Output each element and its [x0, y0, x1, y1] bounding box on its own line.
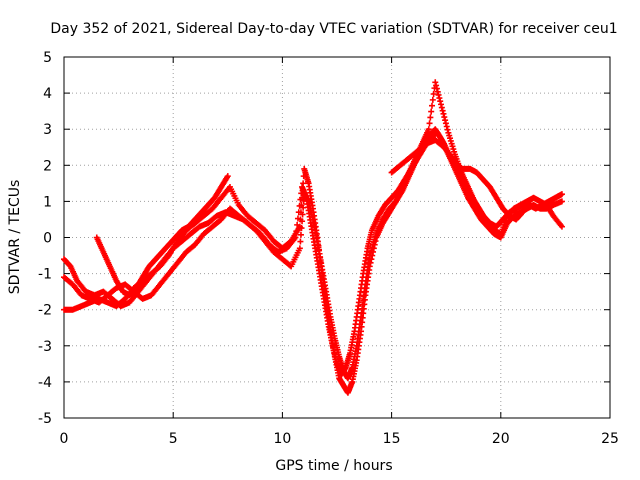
data-point-interp — [444, 126, 451, 133]
data-point-interp — [429, 102, 436, 109]
data-point-interp — [368, 256, 375, 263]
data-point-interp — [429, 96, 436, 103]
y-axis-label: SDTVAR / TECUs — [7, 180, 23, 295]
x-tick-label: 15 — [383, 431, 401, 447]
data-point-interp — [434, 88, 441, 95]
data-point-interp — [370, 245, 377, 252]
axis-ticks: 0 5 10 15 20 25 -5 -4 -3 -2 -1 0 1 2 3 4 5 — [38, 50, 619, 447]
data-point-interp — [369, 252, 376, 259]
data-point — [425, 126, 432, 133]
data-point-interp — [439, 107, 446, 114]
x-tick-label: 10 — [273, 431, 291, 447]
data-point — [366, 263, 373, 270]
data-point-interp — [433, 85, 440, 92]
y-tick-label: 4 — [43, 86, 52, 102]
data-point — [438, 104, 445, 111]
data-point-interp — [443, 123, 450, 130]
data-point-interp — [441, 114, 448, 121]
data-point-interp — [428, 108, 435, 115]
data-point-interp — [436, 95, 443, 102]
data-point-interp — [437, 98, 444, 105]
data-point — [296, 245, 303, 252]
data-point — [526, 198, 533, 205]
y-tick-label: -5 — [38, 411, 52, 427]
y-tick-label: -1 — [38, 267, 52, 283]
data-point-interp — [426, 120, 433, 127]
data-point-interp — [438, 101, 445, 108]
data-point-interp — [299, 194, 306, 201]
x-tick-label: 5 — [169, 431, 178, 447]
data-point-interp — [442, 117, 449, 124]
data-point-interp — [430, 91, 437, 98]
data-point — [558, 223, 565, 230]
data-point — [296, 223, 303, 230]
y-tick-label: -2 — [38, 303, 52, 319]
y-tick-label: -4 — [38, 375, 52, 391]
data-point-interp — [371, 241, 378, 248]
data-point-interp — [433, 82, 440, 89]
y-tick-label: 3 — [43, 122, 52, 138]
y-tick-label: 0 — [43, 231, 52, 247]
x-axis-label: GPS time / hours — [275, 458, 392, 474]
data-point-interp — [300, 180, 307, 187]
data-point — [558, 198, 565, 205]
data-point-interp — [372, 238, 379, 245]
data-point-interp — [297, 231, 304, 238]
data-point-interp — [297, 238, 304, 245]
data-point-interp — [435, 91, 442, 98]
x-tick-label: 25 — [601, 431, 619, 447]
x-tick-label: 0 — [60, 431, 69, 447]
data-point — [432, 79, 439, 86]
data-point-interp — [442, 120, 449, 127]
data-point-interp — [297, 216, 304, 223]
chart-title: Day 352 of 2021, Sidereal Day-to-day VTE… — [50, 21, 617, 37]
data-points — [61, 79, 565, 396]
y-tick-label: -3 — [38, 339, 52, 355]
y-tick-label: 2 — [43, 158, 52, 174]
data-point-interp — [370, 248, 377, 255]
data-point — [558, 191, 565, 198]
grid-lines — [64, 57, 610, 418]
data-point-interp — [427, 114, 434, 121]
data-point — [224, 173, 231, 180]
data-point-interp — [299, 187, 306, 194]
data-point-interp — [367, 259, 374, 266]
data-point-interp — [298, 202, 305, 209]
data-point-interp — [297, 209, 304, 216]
y-tick-label: 1 — [43, 194, 52, 210]
data-point-interp — [440, 110, 447, 117]
y-tick-label: 5 — [43, 50, 52, 66]
x-tick-label: 20 — [492, 431, 510, 447]
